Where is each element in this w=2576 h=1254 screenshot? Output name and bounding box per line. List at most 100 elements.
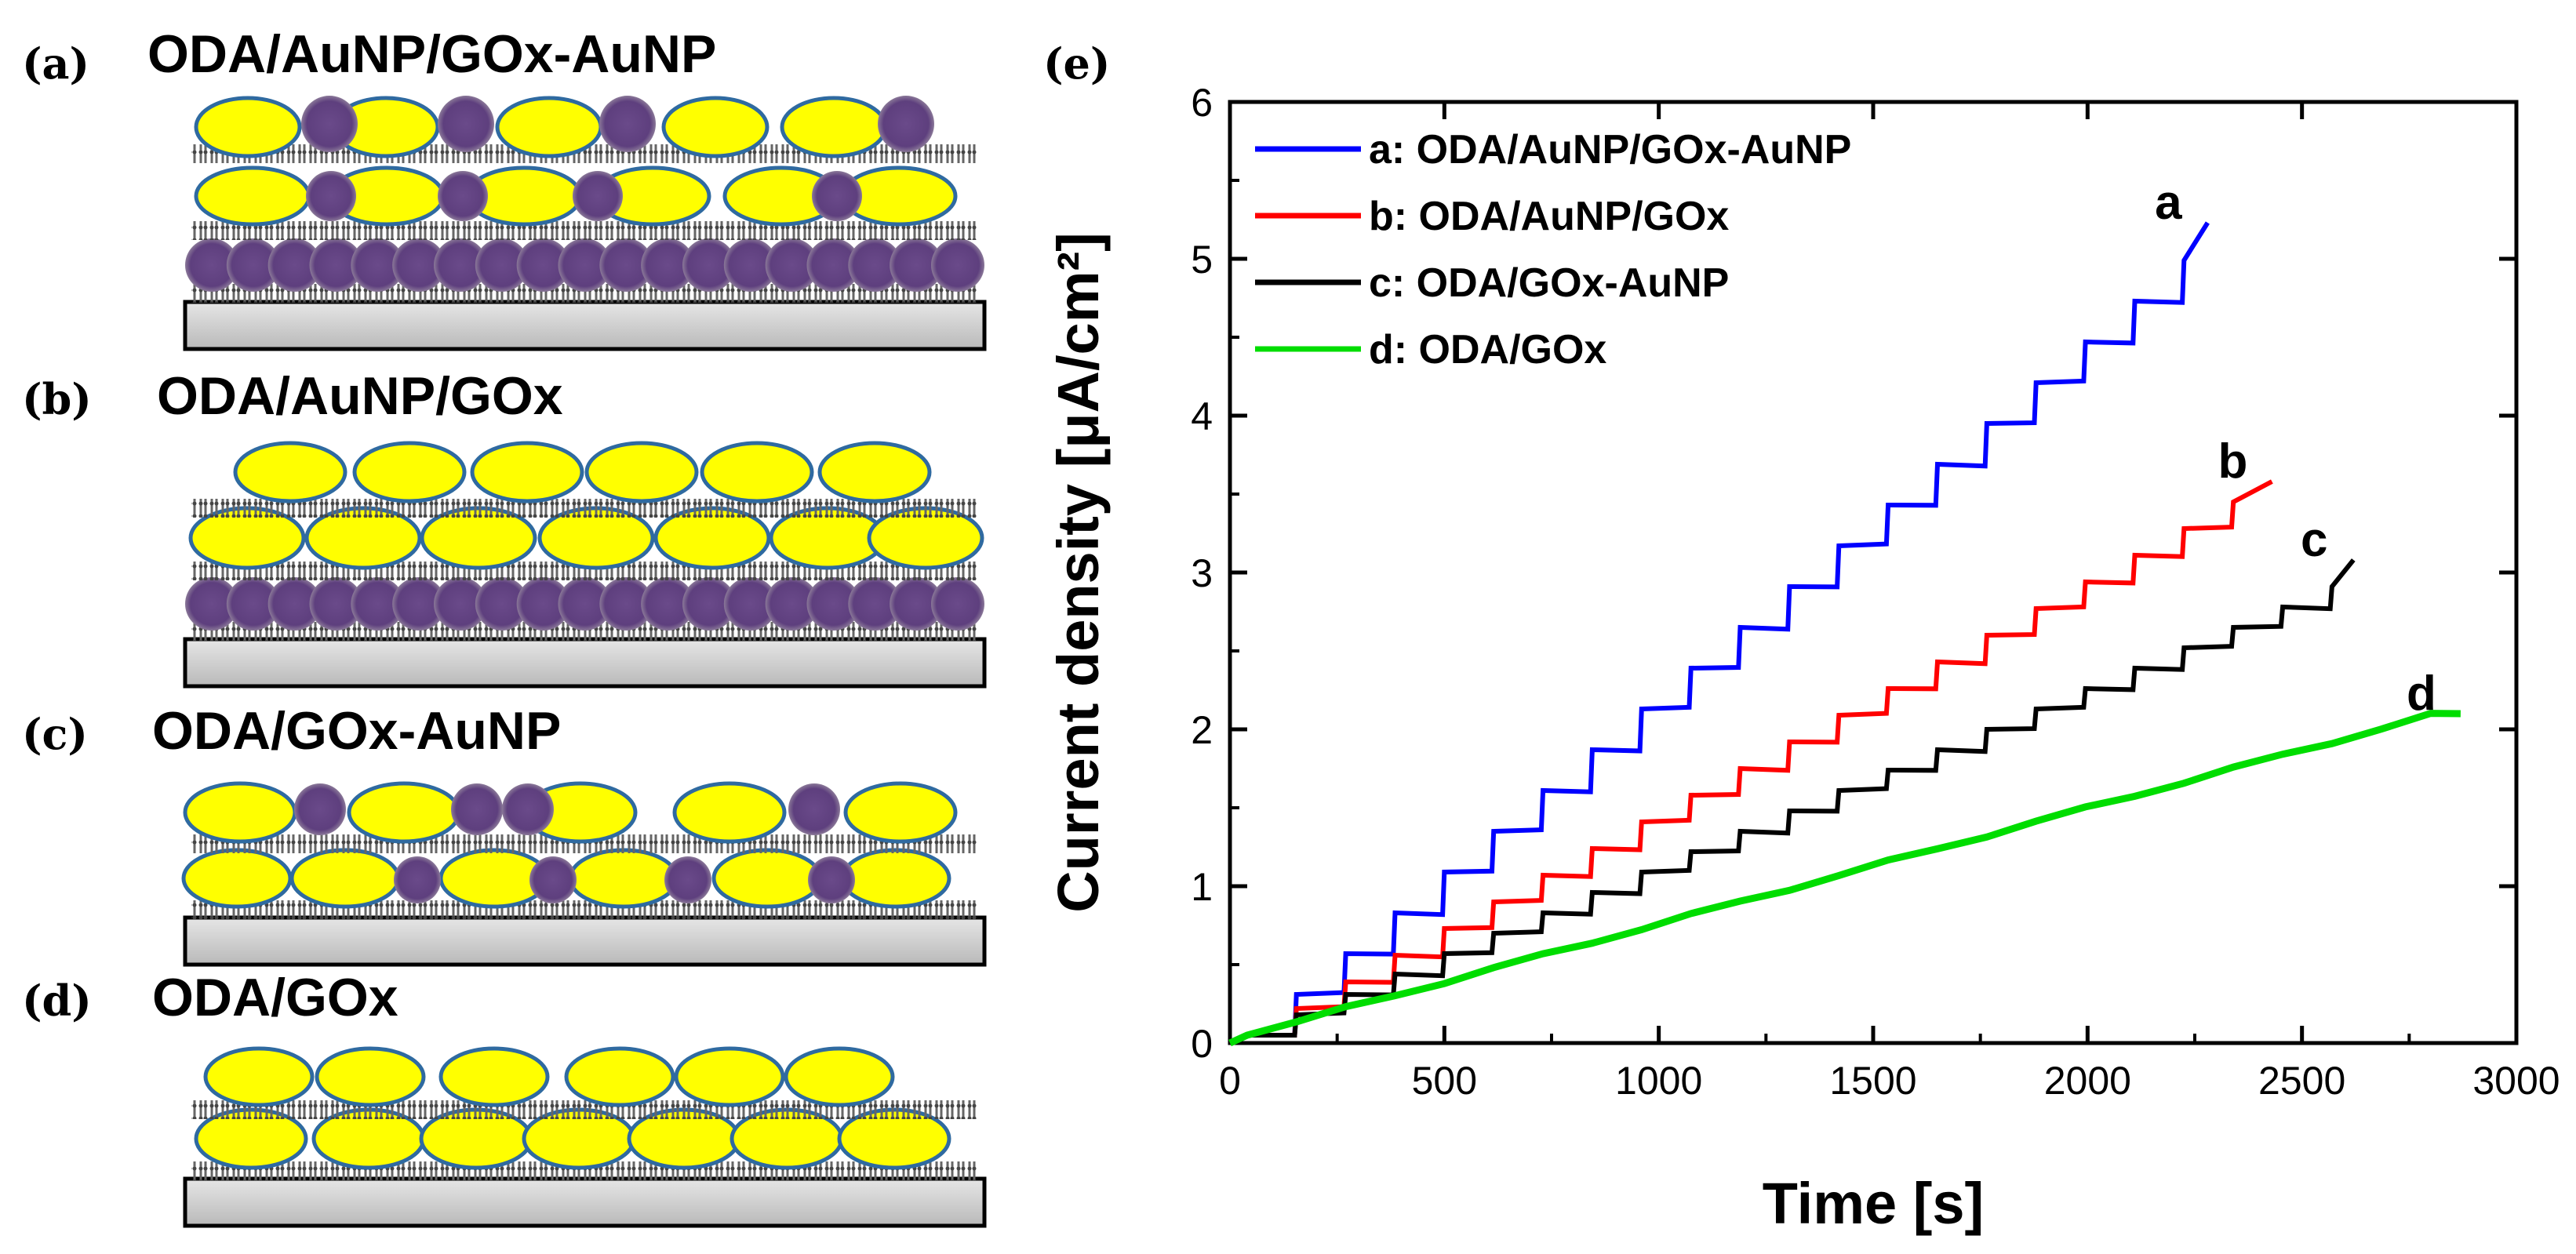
aunp-particle — [890, 577, 944, 631]
linker-layer — [191, 499, 978, 518]
aunp-particle — [394, 856, 441, 903]
series-layer — [1228, 221, 2461, 1047]
panel-title-d: ODA/GOx — [152, 968, 398, 1027]
aunp-particle — [806, 238, 860, 292]
gox-enzyme — [315, 1046, 426, 1107]
series-line-a — [1228, 221, 2210, 1045]
aunp-particle — [812, 171, 862, 221]
curve-label-a: a — [2155, 176, 2182, 230]
aunp-particle — [641, 577, 695, 631]
legend-entry-b: b: ODA/AuNP/GOx — [1369, 194, 1729, 239]
aunp-particle — [599, 577, 653, 631]
aunp-particle — [806, 577, 860, 631]
aunp-particle — [682, 238, 736, 292]
gox-enzyme — [203, 1046, 315, 1107]
series-line-d — [1228, 710, 2461, 1047]
aunp-particle — [890, 238, 944, 292]
x-tick-label: 1500 — [1829, 1059, 1916, 1103]
aunp-particle — [226, 577, 280, 631]
y-tick-label: 5 — [1191, 238, 1213, 282]
layer-stack-d — [183, 1046, 987, 1228]
chart-panel-e: (e) 0 500 1000 1500 2000 2500 3000 0 1 2 3 4 5 6 a bc d… — [1043, 38, 2560, 1236]
aunp-particle — [306, 171, 356, 221]
aunp-particle — [878, 96, 934, 152]
aunp-particle — [516, 577, 570, 631]
gox-enzyme — [495, 96, 603, 158]
gox-enzyme — [780, 96, 888, 158]
panel-title-a: ODA/AuNP/GOx-AuNP — [147, 24, 716, 84]
panel-letter-d: (d) — [22, 976, 92, 1026]
x-axis-label: Time [s] — [1763, 1171, 1984, 1236]
aunp-particle — [848, 577, 902, 631]
gox-enzyme — [840, 848, 951, 909]
aunp-particle — [226, 238, 280, 292]
schematic-panel-b: (b) ODA/AuNP/GOx — [22, 366, 987, 689]
layer-stack-c — [181, 781, 987, 967]
aunp-particle — [723, 577, 777, 631]
aunp-particle — [516, 238, 570, 292]
aunp-particle — [765, 577, 819, 631]
x-tick-label: 1000 — [1615, 1059, 1702, 1103]
aunp-particle — [558, 238, 612, 292]
gox-enzyme — [233, 441, 347, 503]
aunp-particle — [301, 96, 358, 152]
y-axis-label: Current density [μA/cm²] — [1046, 232, 1111, 913]
aunp-particle — [185, 238, 238, 292]
linker-layer — [191, 221, 978, 240]
x-tick-label: 2500 — [2258, 1059, 2345, 1103]
curve-label-d: d — [2407, 667, 2436, 721]
aunp-particle — [475, 577, 529, 631]
substrate — [183, 1176, 987, 1228]
gox-enzyme — [438, 1046, 550, 1107]
x-tick-label: 0 — [1219, 1059, 1241, 1103]
y-tick-label: 6 — [1191, 81, 1213, 125]
schematic-panel-a: (a) ODA/AuNP/GOx-AuNP — [22, 24, 987, 351]
gox-enzyme — [674, 1046, 785, 1107]
aunp-particle — [351, 238, 405, 292]
schematic-panel-c: (c) ODA/GOx-AuNP — [22, 701, 987, 967]
aunp-particle — [309, 238, 363, 292]
aunp-particle — [682, 577, 736, 631]
legend-entry-c: c: ODA/GOx-AuNP — [1369, 260, 1729, 306]
aunp-particle — [294, 783, 346, 835]
gox-enzyme — [470, 441, 584, 503]
gox-enzyme — [181, 848, 293, 909]
aunp-particle — [848, 238, 902, 292]
x-tick-label: 500 — [1412, 1059, 1477, 1103]
gox-enzyme — [194, 165, 311, 227]
gox-enzyme — [661, 96, 770, 158]
aunp-particle — [267, 577, 322, 631]
aunp-particle — [664, 856, 711, 903]
layer-stack-a — [183, 96, 987, 351]
x-tick-label: 2000 — [2044, 1059, 2131, 1103]
y-tick-label: 1 — [1191, 865, 1213, 909]
y-tick-label: 2 — [1191, 708, 1213, 752]
substrate — [183, 915, 987, 967]
gox-enzyme — [584, 441, 699, 503]
aunp-particle — [351, 577, 405, 631]
substrate — [183, 300, 987, 351]
gox-enzyme — [347, 781, 461, 844]
aunp-particle — [267, 238, 322, 292]
panel-title-c: ODA/GOx-AuNP — [152, 701, 561, 761]
aunp-particle — [599, 96, 656, 152]
aunp-particle — [438, 171, 488, 221]
legend: a: ODA/AuNP/GOx-AuNP b: ODA/AuNP/GOx c: OD… — [1255, 127, 1851, 373]
gox-enzyme — [672, 781, 787, 844]
substrate — [183, 637, 987, 689]
aunp-particle — [392, 577, 446, 631]
aunp-particle — [185, 577, 238, 631]
panel-letter-b: (b) — [22, 374, 92, 424]
gox-enzyme — [289, 848, 401, 909]
aunp-particle — [599, 238, 653, 292]
x-tick-label: 3000 — [2472, 1059, 2560, 1103]
gox-enzyme — [352, 441, 467, 503]
aunp-particle — [788, 783, 840, 835]
gox-enzyme — [700, 441, 814, 503]
axis-ticks: 0 500 1000 1500 2000 2500 3000 0 1 2 3 4 5 6 — [1191, 81, 2560, 1103]
gox-enzyme — [817, 441, 932, 503]
gox-enzyme — [711, 848, 823, 909]
aunp-particle — [931, 238, 984, 292]
aunp-particle — [392, 238, 446, 292]
